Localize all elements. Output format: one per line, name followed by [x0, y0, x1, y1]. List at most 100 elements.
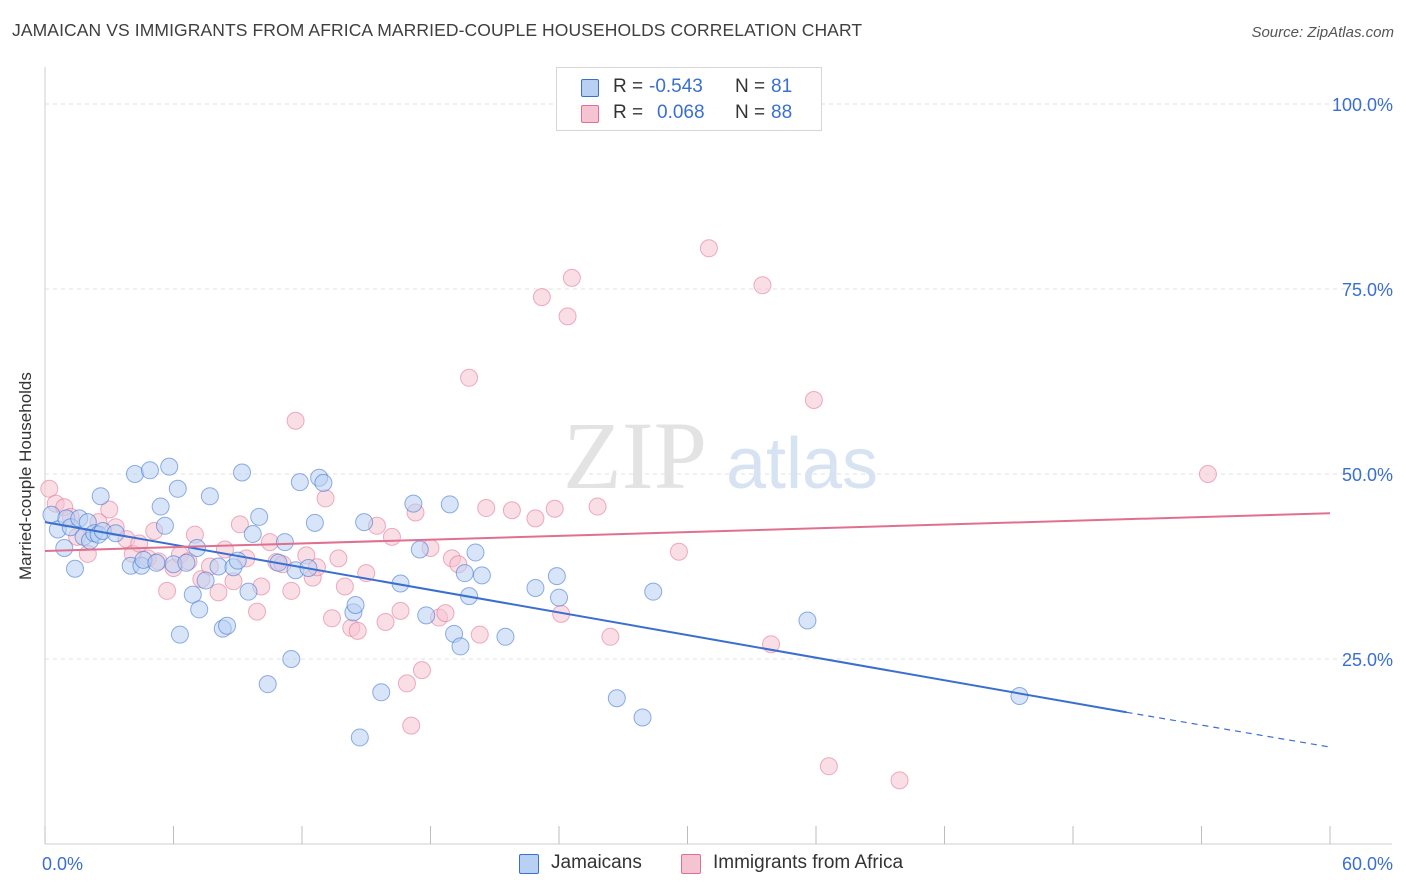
r-label: R =	[613, 102, 644, 123]
data-point	[282, 650, 301, 668]
bottom-legend-label-immigrants: Immigrants from Africa	[713, 852, 904, 873]
axes	[44, 67, 1392, 845]
data-point	[243, 524, 262, 543]
data-point	[890, 771, 909, 790]
data-point	[209, 557, 228, 576]
y-tick-label: 25.0%	[1342, 650, 1393, 670]
data-point	[160, 457, 179, 476]
data-point	[282, 581, 301, 600]
data-point	[526, 509, 545, 528]
data-point	[190, 600, 209, 619]
data-point	[248, 602, 267, 621]
data-point	[350, 728, 369, 747]
data-point	[588, 497, 607, 516]
data-point	[55, 539, 74, 557]
data-point	[372, 683, 391, 702]
trend-line-jamaicans	[44, 521, 1127, 714]
r-value-jamaicans: -0.543	[649, 76, 703, 97]
data-point	[170, 625, 189, 644]
data-point	[158, 581, 177, 600]
stats-legend: R = -0.543 N = 81 R = 0.068 N = 88	[556, 67, 822, 131]
data-point	[798, 611, 817, 630]
n-label: N =	[735, 76, 766, 97]
legend-swatch-immigrants	[581, 105, 599, 123]
data-point	[550, 588, 568, 607]
data-point	[196, 571, 215, 590]
data-point	[402, 716, 421, 735]
data-point	[316, 489, 335, 508]
data-point	[376, 613, 395, 631]
bottom-legend-label-jamaicans: Jamaicans	[551, 852, 642, 873]
data-point	[547, 567, 566, 586]
r-value-immigrants: 0.068	[657, 102, 705, 123]
watermark-zip: ZIP	[563, 402, 707, 509]
data-point	[125, 465, 144, 483]
data-point	[502, 501, 521, 520]
data-point	[404, 494, 423, 513]
data-point	[669, 542, 688, 561]
data-point	[230, 515, 249, 534]
watermark: ZIP atlas	[563, 402, 878, 509]
watermark-atlas: atlas	[726, 424, 878, 504]
n-value-immigrants: 88	[771, 102, 793, 123]
data-point	[168, 479, 187, 498]
data-point	[601, 627, 620, 646]
trend-line-immigrants	[44, 512, 1331, 552]
data-point	[558, 307, 577, 326]
data-point	[260, 533, 279, 552]
data-point	[410, 540, 429, 559]
data-point	[440, 495, 459, 514]
x-tick-label: 60.0%	[1342, 854, 1393, 874]
y-tick-label: 50.0%	[1342, 465, 1393, 485]
r-label: R =	[613, 76, 644, 97]
data-point	[607, 689, 626, 708]
data-point	[472, 566, 491, 585]
data-point	[218, 616, 237, 635]
data-point	[250, 507, 269, 526]
data-point	[1010, 687, 1029, 705]
data-point	[1198, 465, 1217, 483]
series-jamaicans	[42, 457, 1029, 747]
data-point	[436, 604, 455, 623]
chart-title: JAMAICAN VS IMMIGRANTS FROM AFRICA MARRI…	[12, 20, 863, 40]
n-value-jamaicans: 81	[771, 76, 793, 97]
data-point	[151, 497, 170, 516]
data-point	[460, 368, 479, 387]
data-point	[322, 609, 341, 628]
data-point	[200, 487, 219, 506]
bottom-legend-swatch-immigrants	[681, 854, 701, 874]
data-point	[209, 583, 228, 602]
data-point	[753, 276, 772, 295]
trend-line-jamaicans-extension	[1126, 711, 1331, 748]
data-point	[496, 627, 515, 646]
data-point	[177, 553, 196, 572]
data-point	[545, 499, 564, 518]
data-point	[562, 268, 581, 287]
data-point	[335, 577, 354, 596]
data-point	[417, 606, 436, 625]
data-point	[397, 674, 416, 693]
data-point	[147, 553, 166, 572]
data-point	[258, 675, 277, 694]
x-tick-label: 0.0%	[42, 854, 83, 874]
data-point	[470, 625, 489, 644]
data-point	[286, 411, 305, 430]
data-point	[91, 487, 110, 506]
data-point	[100, 500, 119, 519]
data-point	[65, 559, 84, 578]
grid-lines	[45, 103, 1392, 660]
data-point	[699, 239, 718, 258]
y-axis-label: Married-couple Households	[16, 372, 35, 580]
data-point	[305, 513, 324, 532]
y-tick-label: 75.0%	[1342, 280, 1393, 300]
data-point	[275, 533, 294, 552]
y-tick-label: 100.0%	[1332, 95, 1393, 115]
data-point	[155, 516, 174, 535]
data-point	[466, 543, 485, 562]
source-credit: Source: ZipAtlas.com	[1251, 24, 1394, 41]
data-point	[239, 582, 258, 601]
data-point	[290, 473, 309, 492]
tick-labels: 25.0% 50.0% 75.0% 100.0% 0.0% 60.0%	[42, 95, 1393, 874]
data-point	[451, 637, 470, 656]
